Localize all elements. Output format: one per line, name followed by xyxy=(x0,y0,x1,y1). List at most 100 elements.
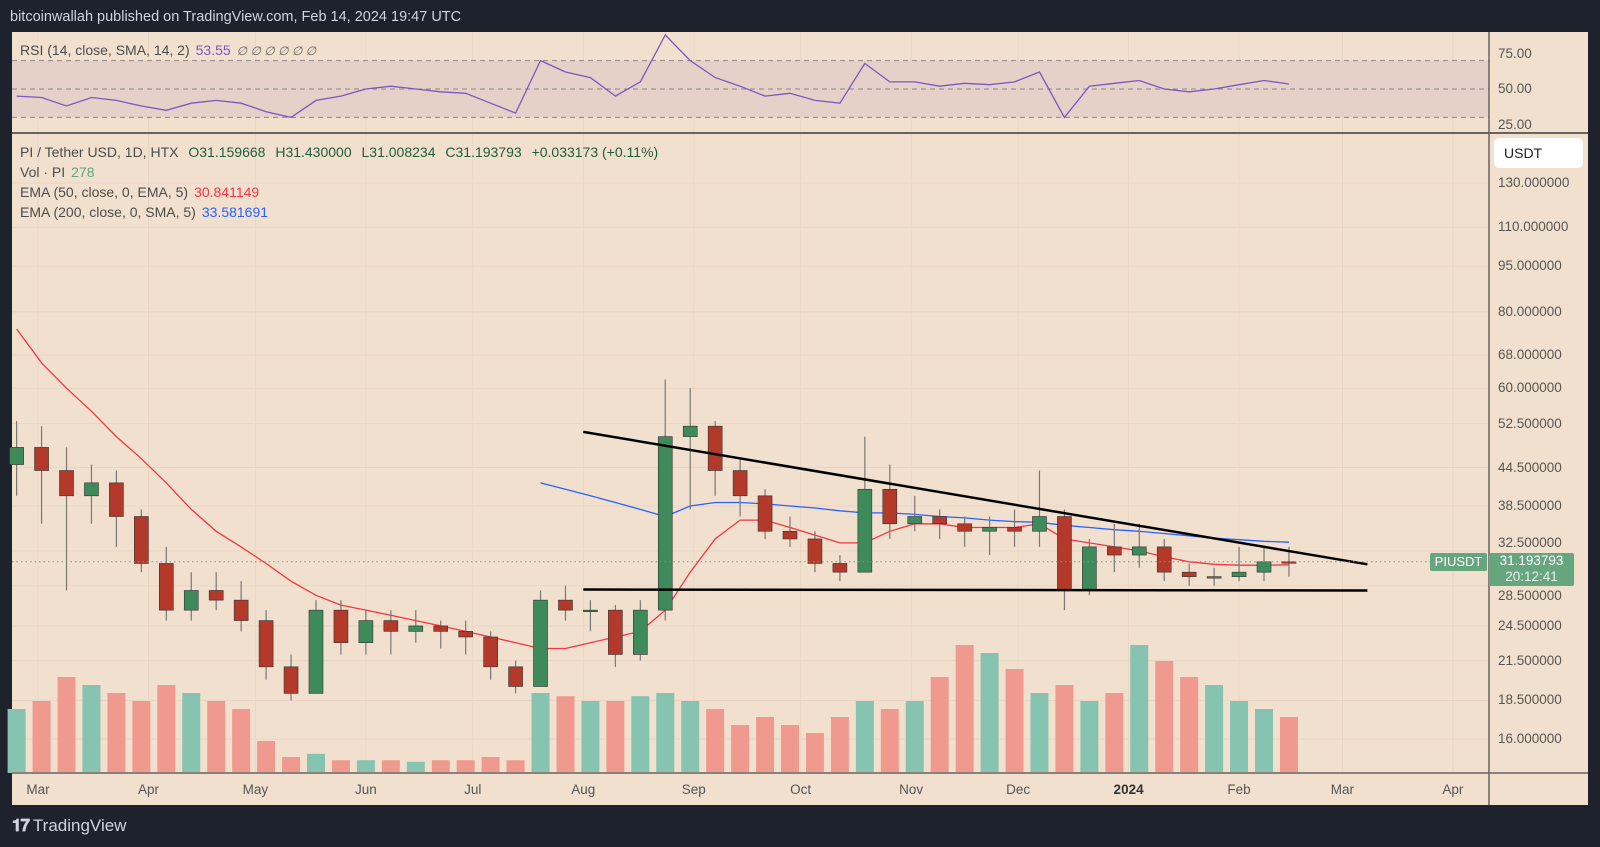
candle xyxy=(84,464,99,524)
candle xyxy=(732,458,748,517)
candle xyxy=(1231,546,1247,582)
currency-selector[interactable]: USDT xyxy=(1494,138,1583,168)
volume-bar xyxy=(32,701,51,773)
volume-bar xyxy=(232,709,251,773)
grid xyxy=(12,32,1489,773)
candle-body xyxy=(1231,571,1247,577)
rsi-extra-values: ∅ ∅ ∅ ∅ ∅ ∅ xyxy=(236,44,317,58)
volume-bar xyxy=(556,696,575,773)
volume-bar xyxy=(157,685,176,773)
time-tick-label: May xyxy=(242,782,269,797)
price-tick-label: 38.500000 xyxy=(1498,497,1562,513)
price-tick-label: 21.500000 xyxy=(1498,652,1562,668)
candle-body xyxy=(1181,571,1197,577)
candle xyxy=(433,620,449,649)
candle xyxy=(1156,538,1172,582)
candle xyxy=(9,421,24,496)
trendlines xyxy=(12,430,1430,592)
tradingview-logo-icon: 𝟏𝟕 xyxy=(12,816,30,835)
symbol-label: PI / Tether USD, 1D, HTX xyxy=(20,144,179,160)
candle xyxy=(508,660,523,694)
volume-bar xyxy=(880,709,899,773)
support-trendline xyxy=(583,588,1368,592)
ema200-legend[interactable]: EMA (200, close, 0, SMA, 5) 33.581691 xyxy=(20,204,274,220)
volume-bar xyxy=(1155,661,1174,773)
change-value: +0.033173 (+0.11%) xyxy=(531,144,659,160)
time-tick-label: Dec xyxy=(1006,782,1031,797)
candle xyxy=(608,605,623,667)
volume-bar xyxy=(606,701,625,773)
volume-bar xyxy=(132,701,151,773)
volume-bar xyxy=(1255,709,1274,773)
candle xyxy=(358,610,374,655)
candle-body xyxy=(333,609,349,643)
ema50-line xyxy=(16,328,1290,650)
chart-panel[interactable] xyxy=(12,32,1588,805)
ema50-legend[interactable]: EMA (50, close, 0, EMA, 5) 30.841149 xyxy=(20,184,265,200)
volume-value: 278 xyxy=(71,164,95,180)
volume-bar xyxy=(706,709,725,773)
candle-body xyxy=(1281,561,1297,564)
candle xyxy=(533,590,548,687)
volume-bar xyxy=(82,685,101,773)
candle xyxy=(483,631,498,680)
candle xyxy=(857,436,873,573)
volume-bar xyxy=(930,677,949,773)
candle xyxy=(1181,563,1197,586)
candle xyxy=(283,654,299,701)
candle-body xyxy=(84,482,99,497)
volume-bar xyxy=(581,701,600,773)
volume-bar xyxy=(955,645,974,773)
volume-bar xyxy=(1030,693,1049,773)
candle xyxy=(1206,567,1222,586)
candle-body xyxy=(882,488,898,525)
time-tick-label: Mar xyxy=(26,782,50,797)
volume-bar xyxy=(331,760,350,773)
volume-bar xyxy=(257,741,276,773)
candle xyxy=(932,509,947,539)
ema200-value: 33.581691 xyxy=(201,204,269,220)
candle xyxy=(1131,523,1147,568)
volume-bar xyxy=(282,757,301,773)
candle xyxy=(907,495,923,532)
time-tick-label: Jun xyxy=(354,782,377,797)
volume-legend[interactable]: Vol · PI 278 xyxy=(20,164,101,180)
volume-label: Vol · PI xyxy=(20,164,66,180)
close-value: C31.193793 xyxy=(445,144,522,160)
candle-body xyxy=(1082,546,1097,591)
time-tick-label: Mar xyxy=(1330,782,1355,797)
open-value: O31.159668 xyxy=(188,144,266,160)
candle xyxy=(882,464,898,539)
candle-body xyxy=(907,516,923,525)
volume-bar xyxy=(855,701,874,773)
rsi-tick-label: 25.00 xyxy=(1498,116,1532,132)
volume-bar xyxy=(531,693,550,773)
symbol-legend[interactable]: PI / Tether USD, 1D, HTX O31.159668 H31.… xyxy=(20,144,664,160)
rsi-legend[interactable]: RSI (14, close, SMA, 14, 2) 53.55 ∅ ∅ ∅ ∅ … xyxy=(20,42,322,59)
candle xyxy=(233,581,249,632)
candle xyxy=(1007,509,1022,547)
volume-bar xyxy=(506,760,525,773)
price-tick-label: 44.500000 xyxy=(1498,459,1562,475)
volume-bar xyxy=(1230,701,1249,773)
candle xyxy=(757,489,773,539)
candle xyxy=(832,555,848,582)
price-tick-label: 60.000000 xyxy=(1498,380,1562,396)
volume-bar xyxy=(781,725,800,773)
volume-bar xyxy=(107,693,126,773)
volume-bar xyxy=(182,693,201,773)
last-price-badge: 31.193793 20:12:41 xyxy=(1489,553,1574,586)
candle-body xyxy=(608,609,623,655)
rsi-pane xyxy=(12,33,1489,119)
tradingview-logo[interactable]: 𝟏𝟕 TradingView xyxy=(12,816,126,836)
moving-averages xyxy=(16,328,1290,650)
candle-body xyxy=(533,599,548,687)
time-tick-label: Nov xyxy=(899,782,924,797)
volume-bar xyxy=(406,761,425,773)
volume-bar xyxy=(481,757,500,773)
volume-bar xyxy=(830,717,849,773)
candle xyxy=(183,572,199,621)
candle-body xyxy=(458,631,473,638)
candle-body xyxy=(258,620,274,668)
